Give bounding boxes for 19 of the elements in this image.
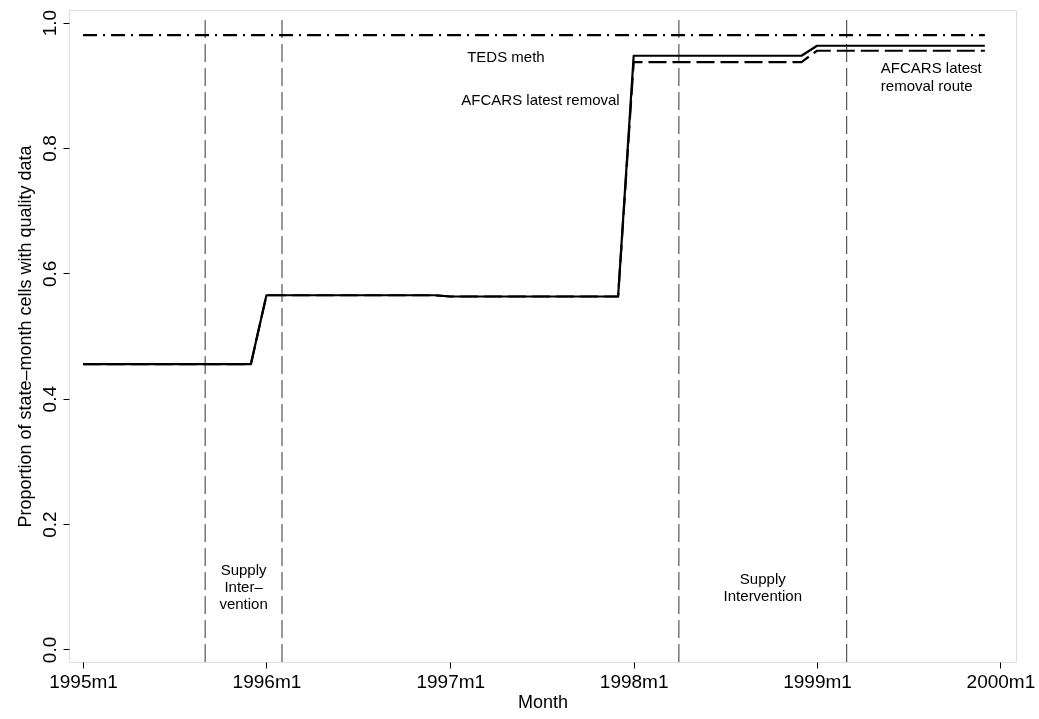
series-label: TEDS meth [467,48,545,66]
x-axis-title: Month [517,691,569,712]
y-tick-label: 0.4 [38,385,60,413]
y-tick-label: 1.0 [38,9,60,37]
y-tick-label: 0.8 [38,135,60,162]
x-tick-label: 1997m1 [416,670,486,692]
annotation: Supply Intervention [723,569,802,604]
x-tick-label: 1998m1 [599,670,669,692]
x-tick-label: 1999m1 [783,670,852,692]
x-tick-label: 2000m1 [966,670,1036,692]
x-tick-label: 1996m1 [232,670,302,692]
y-tick-label: 0.0 [38,636,60,664]
x-tick-label: 1995m1 [49,670,118,692]
y-axis-title: Proportion of state–month cells with quality data [14,144,35,528]
y-tick-label: 0.2 [38,511,60,538]
annotation: Supply Inter– vention [219,561,268,612]
y-tick-label: 0.6 [38,260,60,288]
series-label: AFCARS latest removal route [880,58,983,94]
series-label: AFCARS latest removal [461,90,620,108]
